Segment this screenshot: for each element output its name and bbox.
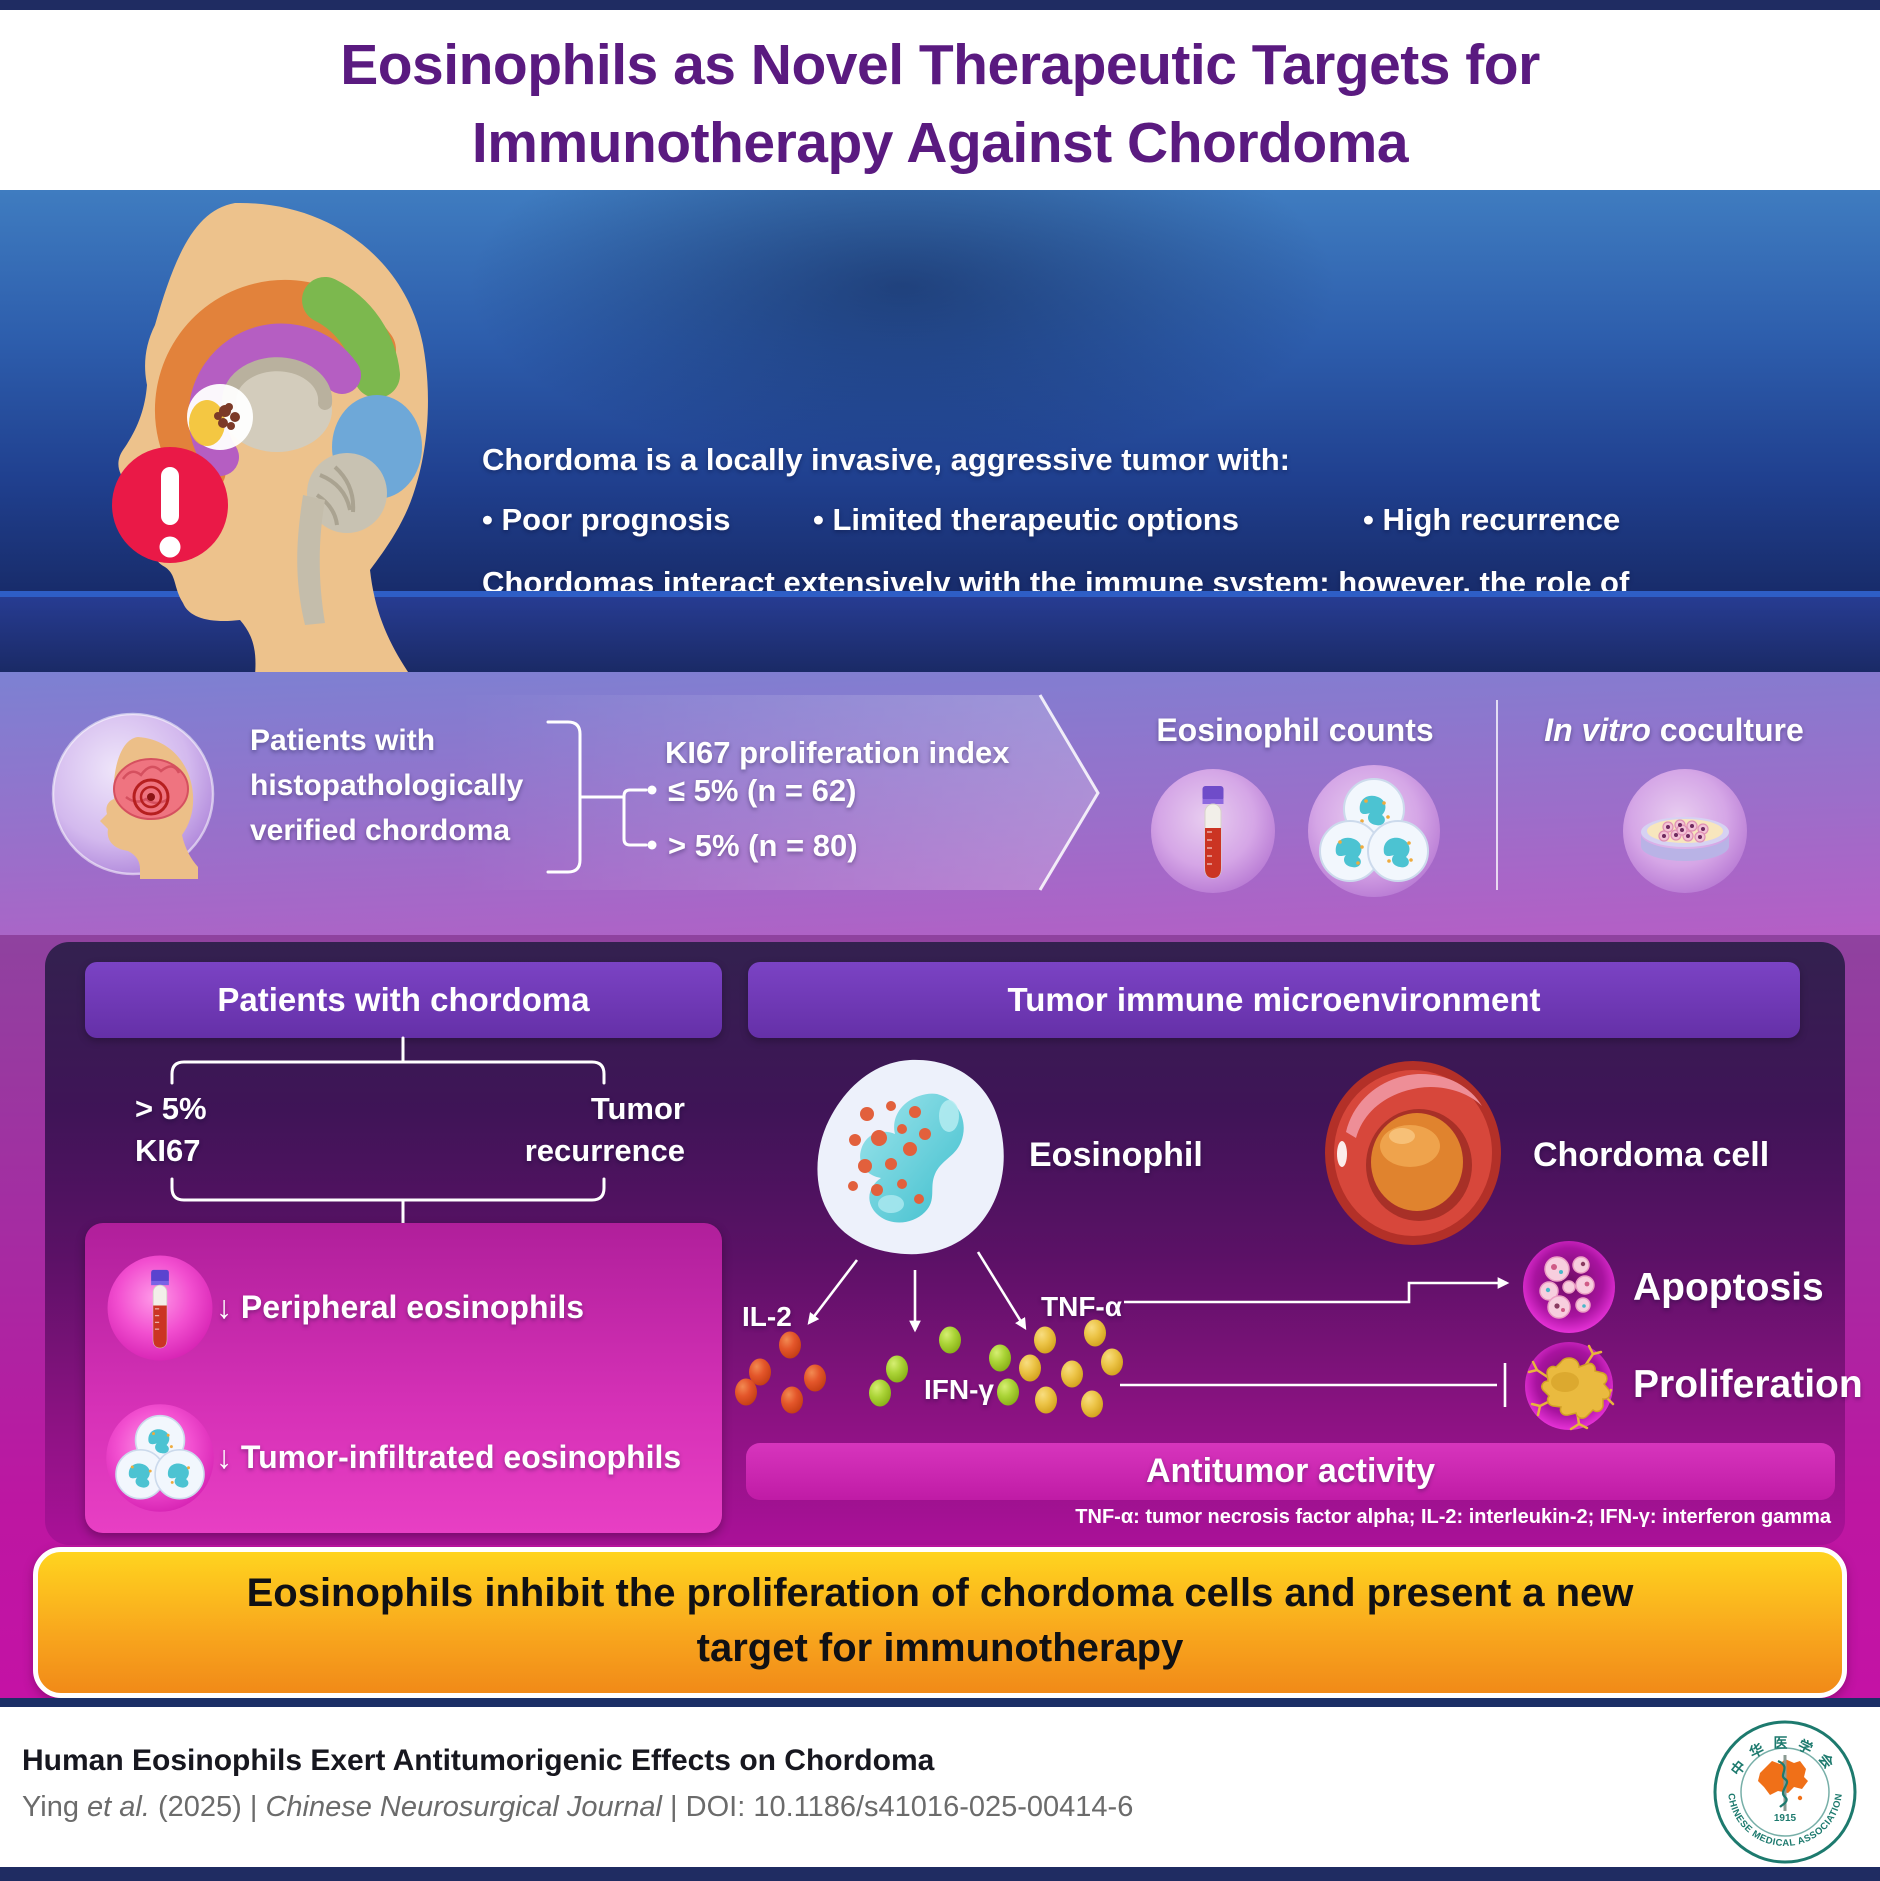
- bullet-high-recurrence: • High recurrence: [1363, 502, 1621, 537]
- cerebellum-folds: [315, 465, 356, 526]
- cell-branches: [1527, 1344, 1615, 1431]
- cma-logo: 1915 中华医学会 CHINESE MEDICAL ASSOCIATION: [1713, 1720, 1857, 1864]
- finding-peripheral: ↓ Peripheral eosinophils: [216, 1289, 585, 1325]
- brain-parietal-lobe: [302, 277, 400, 398]
- eosinophil-cells-icon-pink: [106, 1404, 214, 1512]
- methods-band: Patients with histopathologically verifi…: [0, 672, 1880, 935]
- bullet-limited-options: • Limited therapeutic options: [813, 502, 1239, 537]
- citation-journal: Chinese Neurosurgical Journal: [265, 1791, 662, 1823]
- coculture-italic: In vitro: [1544, 712, 1651, 748]
- cohort-split-bracket: [546, 720, 657, 874]
- eosinophil-cells-icon: [1308, 765, 1440, 897]
- footer-citation: Ying et al. (2025) | Chinese Neurosurgic…: [22, 1791, 1133, 1824]
- findings-box: ↓ Peripheral eosinophils: [85, 1223, 722, 1533]
- chordoma-cell-illustration: [1325, 1061, 1501, 1245]
- chordoma-cell-label: Chordoma cell: [1533, 1136, 1770, 1174]
- eosinophil-cell-illustration: [817, 1059, 1004, 1255]
- snake-icon: [1777, 1759, 1789, 1808]
- coculture-label: In vitro coculture: [1514, 712, 1834, 749]
- eosinophil-label: Eosinophil: [1029, 1136, 1203, 1174]
- petri-dish-icon: [1623, 769, 1747, 893]
- footer-paper-title: Human Eosinophils Exert Antitumorigenic …: [22, 1744, 935, 1777]
- page-title: Eosinophils as Novel Therapeutic Targets…: [0, 26, 1880, 182]
- branch-tumor-recurrence: Tumor recurrence: [524, 1091, 685, 1168]
- chevron-arrow-shape: [455, 694, 1100, 891]
- finding-infiltrated: ↓ Tumor-infiltrated eosinophils: [216, 1439, 682, 1475]
- problem-lead: Chordoma is a locally invasive, aggressi…: [482, 442, 1290, 477]
- panel-header-patients: Patients with chordoma: [85, 962, 722, 1038]
- ki67-group-high: > 5% (n = 80): [668, 828, 858, 863]
- divider-bar-navy: [0, 1698, 1880, 1707]
- bullet-poor-prognosis: • Poor prognosis: [482, 502, 731, 537]
- proliferation-label: Proliferation: [1633, 1363, 1863, 1406]
- cell-trio: [1319, 778, 1429, 882]
- secretion-arrows: [807, 1251, 1510, 1407]
- ki67-group-low: ≤ 5% (n = 62): [668, 773, 857, 808]
- bottom-bar: [0, 1867, 1880, 1881]
- apoptotic-bodies: [1539, 1256, 1595, 1319]
- abbreviation-footnote: TNF-α: tumor necrosis factor alpha; IL-2…: [1075, 1506, 1831, 1528]
- vertical-divider: [1496, 700, 1498, 890]
- divider-line-blue: [0, 591, 1880, 597]
- results-card: Patients with chordoma Tumor immune micr…: [45, 942, 1863, 1545]
- cultured-cells: [1658, 819, 1709, 843]
- title-line-1: Eosinophils as Novel Therapeutic Targets…: [340, 33, 1540, 97]
- header: Eosinophils as Novel Therapeutic Targets…: [0, 10, 1880, 190]
- cerebellum: [307, 453, 387, 533]
- logo-year: 1915: [1774, 1813, 1797, 1824]
- eosinophil-granules: [848, 1101, 931, 1204]
- patients-description: Patients with histopathologically verifi…: [250, 724, 524, 847]
- coculture-rest: coculture: [1650, 712, 1804, 748]
- apoptosis-label: Apoptosis: [1633, 1266, 1824, 1309]
- citation-year: (2025) |: [149, 1791, 266, 1823]
- eosinophil-counts-label: Eosinophil counts: [1156, 712, 1434, 748]
- apoptosis-icon: [1523, 1241, 1615, 1333]
- ifng-label: IFN-γ: [924, 1374, 994, 1405]
- blood-tube-icon-pink: [107, 1255, 213, 1361]
- citation-etal: et al.: [87, 1791, 150, 1823]
- conclusion-text: Eosinophils inhibit the proliferation of…: [246, 1571, 1634, 1670]
- exclamation-icon: [161, 467, 179, 525]
- title-line-2: Immunotherapy Against Chordoma: [471, 111, 1409, 175]
- apoptosis-arrow: [1124, 1277, 1510, 1304]
- ki67-index-title: KI67 proliferation index: [665, 735, 1010, 770]
- chordoma-tumor-cluster: [214, 403, 240, 430]
- antitumor-banner: Antitumor activity: [746, 1443, 1835, 1500]
- citation-authors: Ying: [22, 1791, 88, 1823]
- exclamation-dot: [159, 536, 181, 558]
- proliferation-icon: [1525, 1342, 1615, 1431]
- citation-doi: | DOI: 10.1186/s41016-025-00414-6: [662, 1791, 1134, 1823]
- top-bar: [0, 0, 1880, 10]
- il2-label: IL-2: [742, 1301, 792, 1332]
- branch-ki67-high: > 5% KI67: [135, 1091, 207, 1168]
- panel-header-tme: Tumor immune microenvironment: [748, 962, 1800, 1038]
- head-brain-illustration: [112, 202, 428, 675]
- brainstem: [297, 495, 325, 625]
- conclusion-box: Eosinophils inhibit the proliferation of…: [33, 1547, 1847, 1698]
- results-section: Patients with chordoma Tumor immune micr…: [0, 935, 1880, 1700]
- tnfa-dots: [1019, 1319, 1123, 1418]
- tnfa-label: TNF-α: [1041, 1291, 1122, 1322]
- patient-head-icon: [51, 712, 215, 879]
- pituitary: [189, 400, 225, 446]
- footer: Human Eosinophils Exert Antitumorigenic …: [0, 1707, 1880, 1867]
- il2-dots: [735, 1331, 826, 1414]
- patients-flow-bracket: [170, 1036, 606, 1225]
- blood-tube-icon: [1151, 769, 1275, 893]
